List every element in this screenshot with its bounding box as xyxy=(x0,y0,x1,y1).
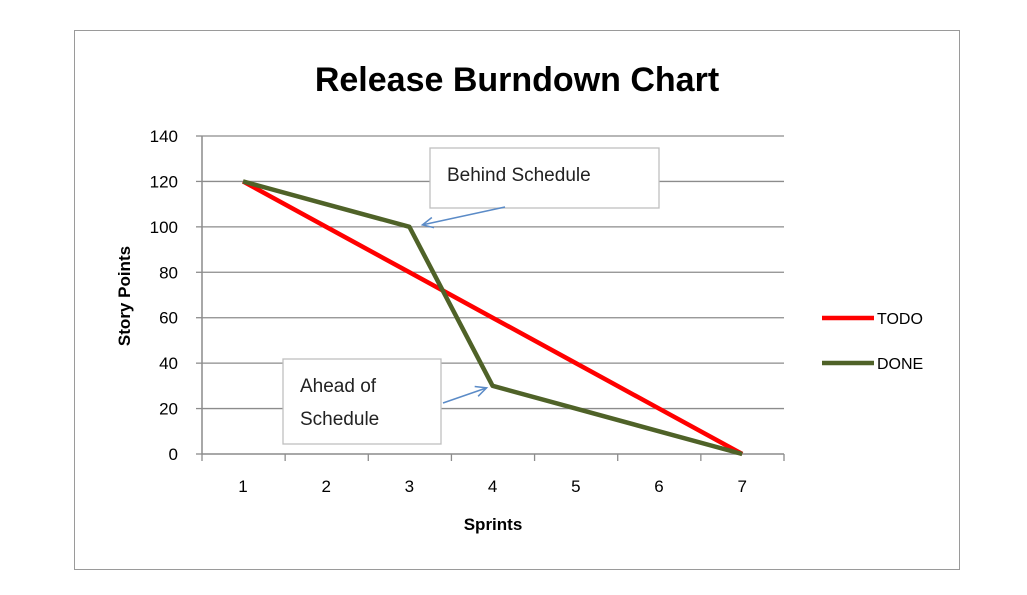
y-axis-label: Story Points xyxy=(115,246,134,346)
annotation-arrowhead xyxy=(474,385,489,397)
x-axis-ticks: 1 2 3 4 5 6 7 xyxy=(201,454,785,496)
x-axis-label: Sprints xyxy=(464,515,523,534)
y-tick-label: 80 xyxy=(159,263,178,282)
y-tick-label: 40 xyxy=(159,354,178,373)
annotation-text: Schedule xyxy=(300,409,379,430)
chart-frame xyxy=(74,30,960,570)
y-tick-label: 120 xyxy=(150,172,178,191)
y-axis-ticks: 0 20 40 60 80 100 120 140 xyxy=(150,127,202,464)
x-tick-label: 3 xyxy=(405,477,414,496)
annotation-callout: Ahead of Schedule xyxy=(282,358,489,445)
x-tick-label: 5 xyxy=(571,477,580,496)
annotation-arrowhead xyxy=(420,216,435,229)
annotation-box xyxy=(282,358,442,445)
x-tick-label: 1 xyxy=(238,477,247,496)
annotation-box xyxy=(429,147,660,209)
y-tick-label: 20 xyxy=(159,400,178,419)
annotation-callout: Behind Schedule xyxy=(420,147,660,229)
annotation-arrow xyxy=(442,387,487,404)
annotations: Behind Schedule Ahead of Schedule xyxy=(282,147,660,445)
chart-title: Release Burndown Chart xyxy=(315,61,719,99)
series-lines xyxy=(241,179,744,457)
legend-label-done: DONE xyxy=(877,356,923,373)
annotation-text: Ahead of xyxy=(300,376,377,397)
x-tick-label: 2 xyxy=(321,477,330,496)
annotation-text: Behind Schedule xyxy=(447,165,591,186)
y-tick-label: 0 xyxy=(169,445,178,464)
x-tick-label: 7 xyxy=(737,477,746,496)
series-line-todo xyxy=(241,179,744,456)
series-line-done xyxy=(242,179,743,457)
y-tick-label: 60 xyxy=(159,309,178,328)
y-tick-label: 100 xyxy=(150,218,178,237)
x-tick-label: 4 xyxy=(488,477,497,496)
legend-label-todo: TODO xyxy=(877,311,923,328)
axes xyxy=(201,136,784,455)
x-tick-label: 6 xyxy=(654,477,663,496)
annotation-arrow xyxy=(422,206,506,226)
legend: TODO DONE xyxy=(822,311,923,373)
y-tick-label: 140 xyxy=(150,127,178,146)
